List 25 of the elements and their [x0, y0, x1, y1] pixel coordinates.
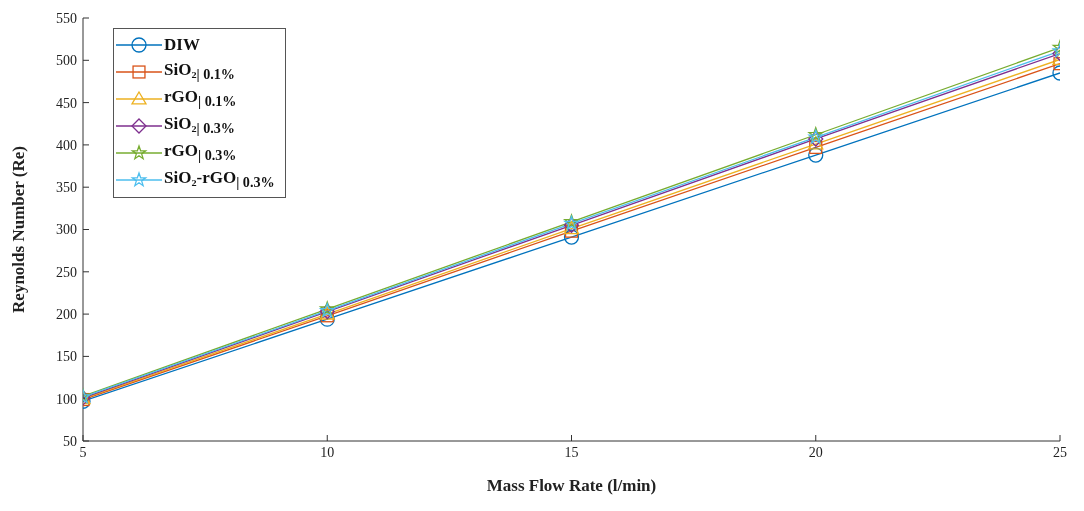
y-tick-label: 500 [56, 53, 77, 69]
legend-label: SiO₂$_{| 0.1%}$ [164, 59, 236, 84]
y-tick-label: 200 [56, 307, 77, 323]
y-tick-label: 50 [63, 433, 77, 449]
x-tick-label: 25 [1053, 444, 1067, 460]
x-tick-label: 20 [808, 444, 823, 460]
legend-label: rGO$_{| 0.1%}$ [164, 86, 237, 111]
legend-label: SiO₂$_{| 0.3%}$ [164, 113, 236, 138]
legend-label: DIW [164, 34, 200, 55]
x-tick-label: 5 [79, 444, 87, 460]
y-tick-label: 350 [56, 180, 77, 196]
y-tick-label: 300 [56, 222, 77, 238]
x-tick-label: 10 [320, 444, 335, 460]
y-axis-title: Reynolds Number (Re) [9, 146, 29, 313]
y-tick-label: 550 [56, 10, 77, 26]
y-tick-label: 450 [56, 95, 77, 111]
y-tick-label: 400 [56, 137, 77, 153]
y-tick-label: 100 [56, 391, 77, 407]
legend-label: rGO$_{| 0.3%}$ [164, 140, 237, 165]
x-tick-label: 15 [564, 444, 579, 460]
x-axis-title: Mass Flow Rate (l/min) [486, 476, 657, 495]
y-tick-label: 150 [56, 349, 77, 365]
legend-label: SiO₂-rGO$_{| 0.3%}$ [164, 167, 275, 192]
y-tick-label: 250 [56, 264, 77, 280]
point [563, 229, 580, 245]
